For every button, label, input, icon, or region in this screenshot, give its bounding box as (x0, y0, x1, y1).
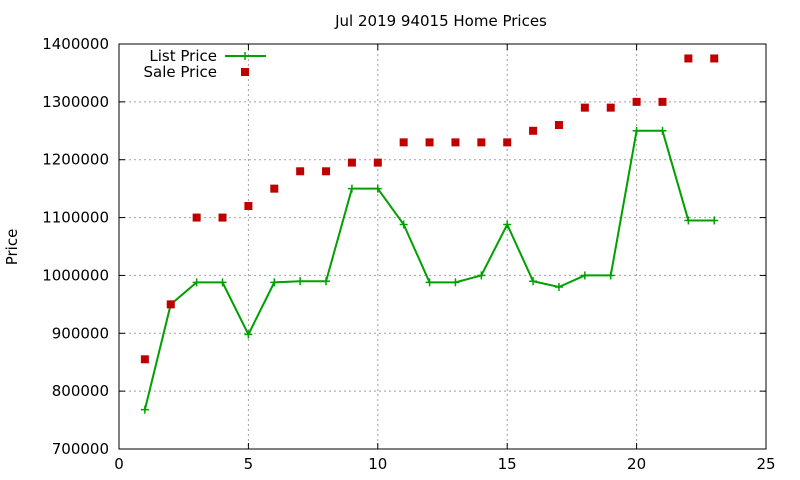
list-price-point (684, 216, 693, 225)
y-tick-label: 1000000 (42, 266, 109, 284)
list-price-point (218, 278, 227, 287)
y-tick-label: 700000 (52, 440, 109, 458)
list-price-point (192, 278, 201, 287)
chart-title: Jul 2019 94015 Home Prices (334, 12, 547, 30)
list-price-point (322, 277, 331, 286)
x-tick-label: 0 (114, 455, 124, 473)
y-tick-label: 1100000 (42, 209, 109, 227)
x-tick-label: 10 (368, 455, 387, 473)
sale-price-point (373, 158, 382, 167)
list-price-line (143, 129, 715, 410)
sale-price-point (529, 126, 538, 135)
sale-price-point (322, 167, 331, 176)
list-price-point (270, 278, 279, 287)
sale-price-point (166, 300, 175, 309)
sale-price-point (710, 54, 719, 63)
grid-layer (119, 44, 766, 449)
sale-price-point (503, 138, 512, 147)
list-price-point (632, 126, 641, 135)
legend-marker-list-price (241, 52, 249, 60)
list-price-point (140, 405, 149, 414)
y-tick-label: 1200000 (42, 151, 109, 169)
list-price-point (399, 220, 408, 229)
sale-price-point (399, 138, 408, 147)
list-price-point (606, 271, 615, 280)
legend-label-sale-price: Sale Price (144, 63, 217, 81)
legend-marker-sale-price (241, 68, 249, 76)
list-price-point (710, 216, 719, 225)
sale-price-point (451, 138, 460, 147)
y-tick-label: 1300000 (42, 93, 109, 111)
sale-price-point (580, 103, 589, 112)
list-price-point (296, 277, 305, 286)
y-tick-label: 900000 (52, 324, 109, 342)
sale-price-point (554, 121, 563, 129)
sale-price-point (684, 54, 693, 63)
plot-frame (118, 43, 767, 450)
list-price-point (451, 278, 460, 287)
list-price-point (503, 220, 512, 229)
sale-price-point (606, 103, 615, 112)
list-price-point (425, 278, 434, 287)
sale-price-point (192, 213, 201, 222)
tick-layer: 0 5 10 15 20 25 700000 800000 900000 1000000 11000… (42, 35, 775, 473)
sale-price-point (425, 138, 434, 147)
sale-price-point (218, 213, 227, 222)
list-price-point (529, 277, 538, 286)
x-tick-label: 5 (244, 455, 254, 473)
list-price-point (658, 126, 667, 135)
sale-price-point (140, 355, 149, 364)
y-tick-label: 800000 (52, 382, 109, 400)
list-price-point (477, 271, 486, 280)
y-tick-label: 1400000 (42, 35, 109, 53)
list-price-point (554, 283, 563, 291)
sale-price-point (296, 167, 305, 176)
sale-price-point (244, 202, 253, 210)
sale-price-point (658, 97, 667, 106)
list-price-point (347, 184, 356, 193)
x-tick-label: 20 (627, 455, 646, 473)
legend-label-list-price: List Price (149, 47, 217, 65)
y-axis-label: Price (3, 229, 21, 266)
x-tick-label: 15 (498, 455, 517, 473)
sale-price-point (270, 184, 279, 193)
series-layer (140, 54, 719, 414)
list-price-point (373, 184, 382, 193)
sale-price-point (632, 97, 641, 106)
list-price-point (580, 271, 589, 280)
x-tick-label: 25 (756, 455, 775, 473)
sale-price-point (477, 138, 486, 147)
list-price-point (244, 330, 253, 339)
sale-price-point (347, 158, 356, 167)
